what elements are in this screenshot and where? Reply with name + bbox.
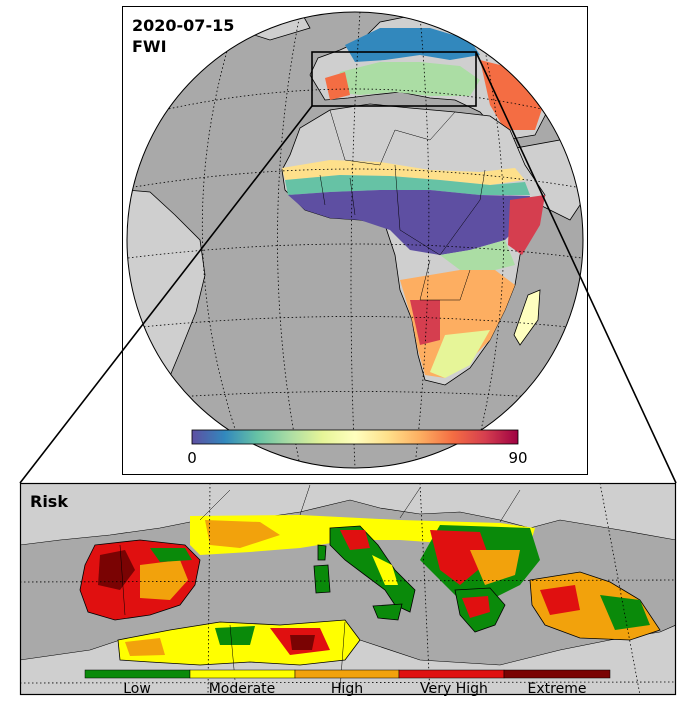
inset-graticule: [20, 483, 676, 695]
legend-swatch-low: [84, 669, 191, 679]
sahel-fwi-band: [282, 160, 525, 185]
risk-title: Risk: [30, 492, 68, 511]
southern-africa-fwi-band: [400, 270, 515, 378]
europe-fwi-patch: [345, 28, 480, 62]
turkey-risk-patch: [600, 595, 650, 630]
madagascar-landmass: [513, 289, 541, 346]
greece-risk-patch: [462, 596, 490, 618]
date-label: 2020-07-15: [132, 16, 234, 35]
legend-label-very-high: Very High: [420, 681, 488, 697]
iberia-risk-patch: [98, 550, 135, 590]
zoom-connector-left: [19, 105, 313, 484]
europe-fwi-patch: [335, 62, 480, 96]
balkan-risk-area: [430, 530, 490, 585]
globe-outline: [126, 11, 584, 469]
inset-map: [20, 483, 676, 695]
variable-label: FWI: [132, 37, 167, 56]
colorbar-min-label: 0: [187, 449, 197, 467]
colorbar-max-label: 90: [508, 449, 527, 467]
inset-country-borders: [119, 484, 521, 691]
legend-swatch-moderate: [189, 669, 296, 679]
france-risk-strip: [205, 520, 280, 548]
northern-europe-land: [20, 483, 676, 546]
legend-label-moderate: Moderate: [209, 681, 276, 697]
sicily-land: [372, 603, 403, 621]
southern-africa-fwi-band: [430, 330, 490, 378]
north-africa-risk-patch: [290, 635, 315, 650]
central-africa-fwi-band: [288, 190, 530, 255]
inset-panel-frame: [19, 482, 677, 696]
legend-label-high: High: [331, 681, 363, 697]
legend-swatch-high: [294, 669, 400, 679]
north-africa-risk-patch: [215, 626, 255, 645]
legend-label-extreme: Extreme: [528, 681, 587, 697]
sahel-fwi-band: [285, 175, 530, 195]
europe-fwi-patch: [480, 60, 545, 130]
zoom-region-box: [311, 51, 477, 107]
globe: [127, 12, 583, 468]
balkan-risk-area: [470, 550, 520, 585]
country-borders: [319, 109, 486, 301]
italy-risk-patch: [340, 530, 370, 550]
zoom-connector-right: [475, 51, 677, 484]
graticule: [127, 12, 583, 468]
east-africa-fwi-band: [440, 240, 515, 270]
north-africa-risk-patch: [125, 638, 165, 656]
east-africa-fwi-band: [508, 195, 545, 255]
risk-legend: Low Moderate High Very High Extreme: [84, 669, 611, 697]
iberia-risk-patch: [150, 548, 192, 562]
sardinia-land: [313, 564, 331, 594]
legend-swatch-very-high: [398, 669, 505, 679]
italy-risk-patch: [372, 555, 398, 585]
southern-africa-fwi-band: [410, 300, 440, 345]
europe-fwi-patch: [325, 72, 350, 100]
turkey-risk-patch: [540, 585, 580, 615]
legend-label-low: Low: [123, 681, 151, 697]
legend-swatch-extreme: [503, 669, 611, 679]
iberia-risk-patch: [140, 560, 188, 600]
fwi-colorbar: [191, 429, 519, 445]
corsica-land: [317, 544, 327, 561]
